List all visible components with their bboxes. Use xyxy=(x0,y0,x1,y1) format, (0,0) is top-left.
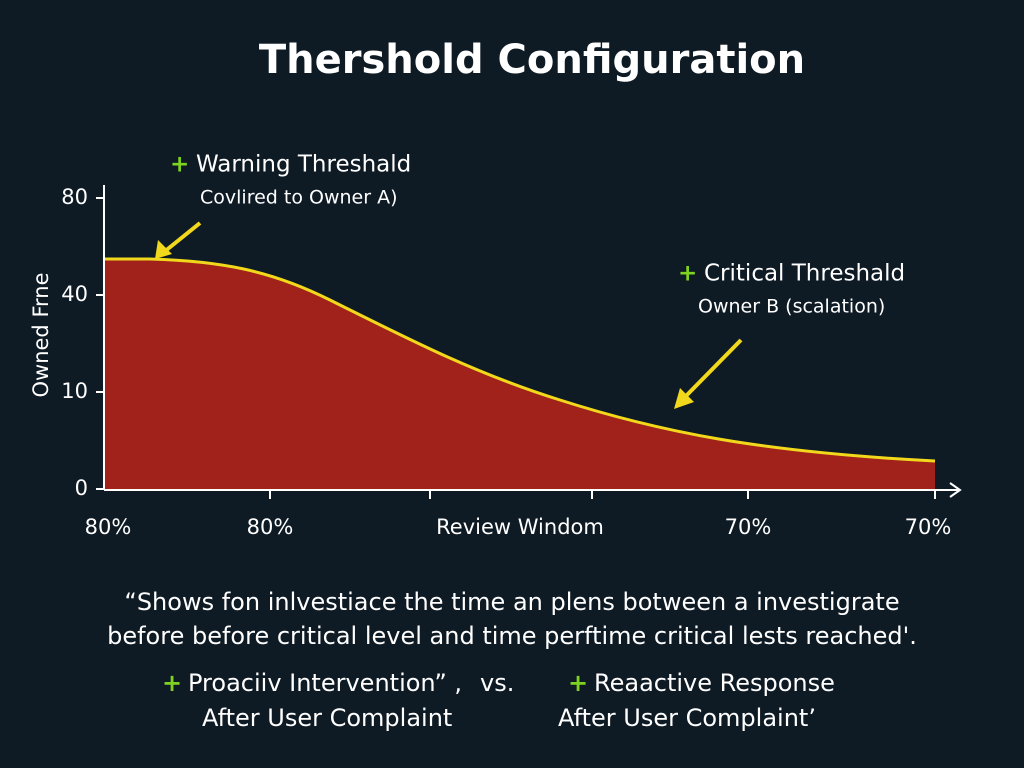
bullet: + xyxy=(568,669,588,697)
warning-sub: Covlired to Owner A) xyxy=(200,187,397,209)
y-axis-title: Owned Frne xyxy=(29,273,53,398)
x-label: 70% xyxy=(905,515,952,539)
y-label: 40 xyxy=(61,282,88,306)
y-label: 0 xyxy=(75,476,88,500)
x-label: 80% xyxy=(85,515,132,539)
x-label: 80% xyxy=(247,515,294,539)
y-label: 10 xyxy=(61,379,88,403)
critical-arrow xyxy=(682,338,743,400)
critical-label: Critical Threshald xyxy=(704,261,905,287)
bullet: + xyxy=(678,261,697,287)
axis-arrow xyxy=(949,482,962,498)
area xyxy=(104,259,935,489)
warning-arrowhead xyxy=(155,240,172,259)
x-label: 70% xyxy=(725,515,772,539)
footer-sub: After User Complaint’ xyxy=(558,704,816,732)
bullet: + xyxy=(170,152,189,178)
curve xyxy=(104,257,936,463)
footer-item: Reaactive Response xyxy=(594,669,835,697)
x-label: Review Windom xyxy=(436,515,604,539)
x-ticks xyxy=(269,490,936,499)
footer-sub: After User Complaint xyxy=(202,704,452,732)
caption: “Shows fon inlvestiace the time an plens… xyxy=(124,588,899,616)
title: Thershold Configuration xyxy=(259,37,805,83)
bullet: + xyxy=(162,669,182,697)
critical-sub: Owner B (scalation) xyxy=(698,296,885,318)
footer-vs: vs. xyxy=(480,669,514,697)
critical-arrowhead xyxy=(674,388,694,409)
caption: before before critical level and time pe… xyxy=(107,622,917,650)
y-ticks xyxy=(96,197,104,490)
y-label: 80 xyxy=(61,185,88,209)
warning-arrow xyxy=(162,221,202,254)
warning-label: Warning Threshald xyxy=(196,152,411,178)
footer-item: Proaciiv Intervention” , xyxy=(188,669,462,697)
